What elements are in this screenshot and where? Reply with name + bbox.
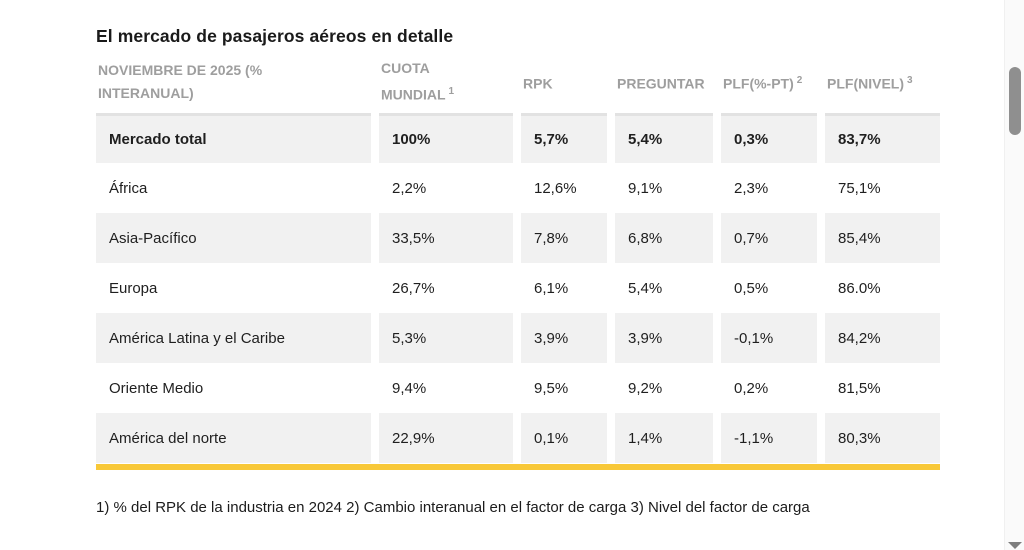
cell-rpk: 12,6% bbox=[534, 179, 577, 197]
table-row-america-latina: América Latina y el Caribe 5,3% 3,9% 3,9… bbox=[96, 313, 940, 363]
row-label: Europa bbox=[109, 279, 158, 297]
cell-plf-pt: -1,1% bbox=[721, 413, 817, 463]
table-row-africa: África 2,2% 12,6% 9,1% 2,3% 75,1% bbox=[96, 163, 940, 213]
cell-preguntar: 9,1% bbox=[628, 179, 663, 197]
cell-plf-nivel: 75,1% bbox=[838, 179, 881, 197]
cell-rpk: 3,9% bbox=[521, 313, 607, 363]
scroll-down-arrow-icon[interactable] bbox=[1008, 542, 1022, 549]
column-header-rpk: RPK bbox=[523, 75, 553, 92]
table-footnote: 1) % del RPK de la industria en 2024 2) … bbox=[96, 499, 810, 516]
cell-cuota-mundial: 5,3% bbox=[379, 313, 513, 363]
table-row-america-del-norte: América del norte 22,9% 0,1% 1,4% -1,1% … bbox=[96, 413, 940, 463]
cell-rpk: 9,5% bbox=[534, 379, 569, 397]
cell-preguntar: 5,4% bbox=[615, 113, 713, 163]
cell-plf-nivel: 86.0% bbox=[838, 279, 881, 297]
column-header-preguntar: PREGUNTAR bbox=[617, 75, 705, 92]
vertical-scrollbar-track[interactable] bbox=[1004, 0, 1024, 550]
cell-plf-nivel: 83,7% bbox=[825, 113, 940, 163]
cell-preguntar: 1,4% bbox=[615, 413, 713, 463]
cell-plf-pt: 2,3% bbox=[734, 179, 769, 197]
table-row-asia-pacifico: Asia-Pacífico 33,5% 7,8% 6,8% 0,7% 85,4% bbox=[96, 213, 940, 263]
row-label: Oriente Medio bbox=[109, 379, 204, 397]
column-header-plf-pt: PLF(%-PT) 2 bbox=[723, 74, 803, 92]
cell-plf-nivel: 81,5% bbox=[838, 379, 881, 397]
cell-preguntar: 5,4% bbox=[628, 279, 663, 297]
cell-cuota-mundial: 33,5% bbox=[379, 213, 513, 263]
cell-preguntar: 9,2% bbox=[628, 379, 663, 397]
row-label: América Latina y el Caribe bbox=[96, 313, 371, 363]
cell-plf-pt: 0,3% bbox=[721, 113, 817, 163]
page-title: El mercado de pasajeros aéreos en detall… bbox=[96, 26, 454, 46]
cell-rpk: 5,7% bbox=[521, 113, 607, 163]
table-body: Mercado total 100% 5,7% 5,4% 0,3% 83,7% … bbox=[96, 113, 940, 463]
cell-plf-nivel: 84,2% bbox=[825, 313, 940, 363]
row-label: Mercado total bbox=[96, 113, 371, 163]
cell-rpk: 7,8% bbox=[521, 213, 607, 263]
cell-cuota-mundial: 100% bbox=[379, 113, 513, 163]
cell-plf-nivel: 80,3% bbox=[825, 413, 940, 463]
cell-preguntar: 3,9% bbox=[615, 313, 713, 363]
cell-plf-pt: 0,2% bbox=[734, 379, 769, 397]
cell-plf-nivel: 85,4% bbox=[825, 213, 940, 263]
table-accent-bar bbox=[96, 464, 940, 470]
column-header-plf-nivel: PLF(NIVEL) 3 bbox=[827, 74, 913, 92]
row-label: África bbox=[109, 179, 148, 197]
table-row-mercado-total: Mercado total 100% 5,7% 5,4% 0,3% 83,7% bbox=[96, 113, 940, 163]
vertical-scrollbar-thumb[interactable] bbox=[1009, 67, 1021, 135]
cell-cuota-mundial: 26,7% bbox=[392, 279, 435, 297]
column-header-period: NOVIEMBRE DE 2025 (% INTERANUAL) bbox=[98, 62, 263, 101]
row-label: América del norte bbox=[96, 413, 371, 463]
cell-plf-pt: 0,7% bbox=[721, 213, 817, 263]
column-header-cuota-mundial: CUOTA MUNDIAL 1 bbox=[381, 60, 455, 103]
cell-cuota-mundial: 2,2% bbox=[392, 179, 427, 197]
cell-plf-pt: 0,5% bbox=[734, 279, 769, 297]
main-content: El mercado de pasajeros aéreos en detall… bbox=[96, 0, 940, 516]
cell-preguntar: 6,8% bbox=[615, 213, 713, 263]
table-header-row: NOVIEMBRE DE 2025 (% INTERANUAL) CUOTA M… bbox=[96, 54, 940, 110]
cell-plf-pt: -0,1% bbox=[721, 313, 817, 363]
table-row-oriente-medio: Oriente Medio 9,4% 9,5% 9,2% 0,2% 81,5% bbox=[96, 363, 940, 413]
cell-cuota-mundial: 9,4% bbox=[392, 379, 427, 397]
table-row-europa: Europa 26,7% 6,1% 5,4% 0,5% 86.0% bbox=[96, 263, 940, 313]
cell-cuota-mundial: 22,9% bbox=[379, 413, 513, 463]
cell-rpk: 6,1% bbox=[534, 279, 569, 297]
cell-rpk: 0,1% bbox=[521, 413, 607, 463]
row-label: Asia-Pacífico bbox=[96, 213, 371, 263]
